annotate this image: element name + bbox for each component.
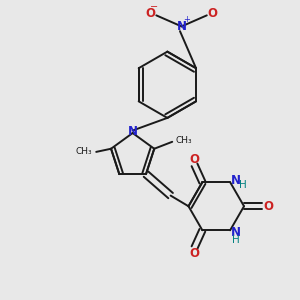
Text: O: O (208, 7, 218, 20)
Text: CH₃: CH₃ (76, 147, 92, 156)
Text: +: + (183, 15, 190, 24)
Text: O: O (146, 7, 156, 20)
Text: N: N (176, 20, 187, 33)
Text: N: N (231, 226, 241, 239)
Text: H: H (239, 180, 247, 190)
Text: −: − (150, 2, 158, 11)
Text: CH₃: CH₃ (176, 136, 192, 146)
Text: O: O (190, 247, 200, 260)
Text: H: H (232, 235, 240, 245)
Text: O: O (263, 200, 273, 213)
Text: N: N (128, 125, 138, 138)
Text: O: O (190, 153, 200, 166)
Text: N: N (231, 174, 241, 187)
